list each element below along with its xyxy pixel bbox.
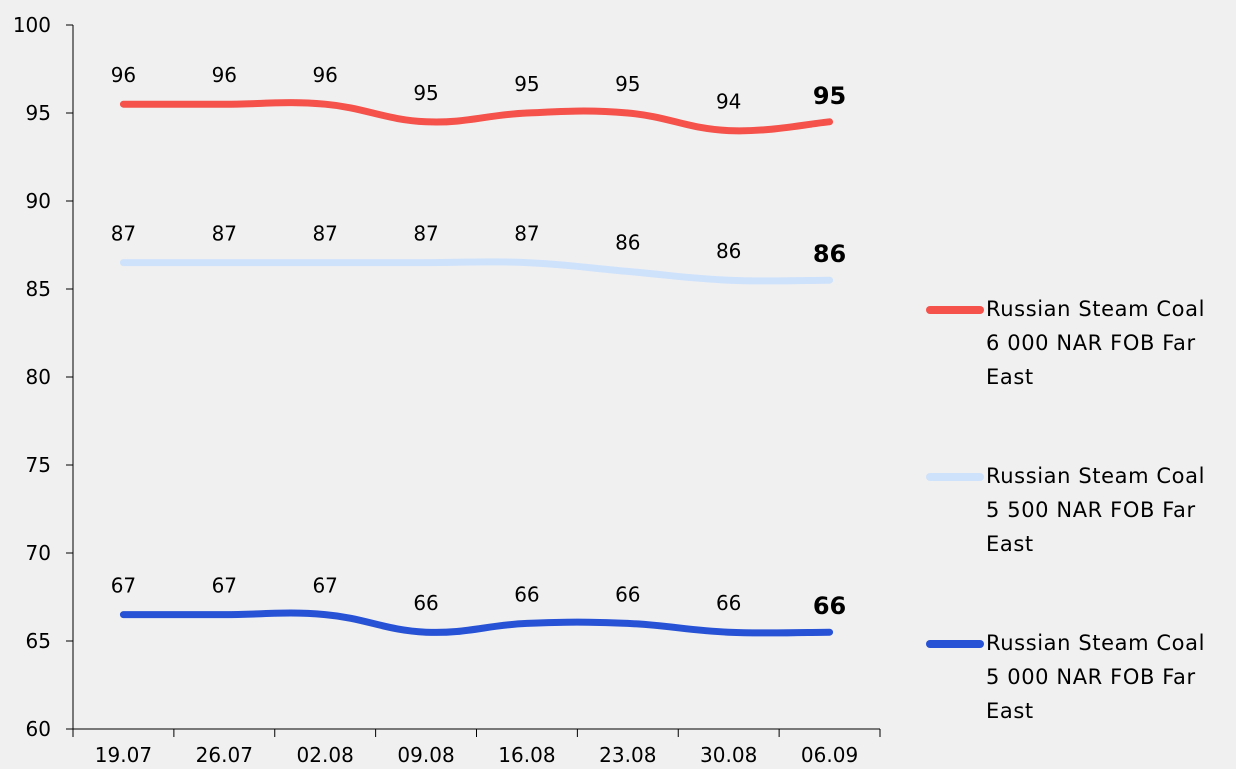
x-tick-label: 23.08 [599,743,656,767]
y-tick-label: 85 [26,277,51,301]
data-label: 95 [813,82,846,110]
chart-data-labels: 96 96 96 95 95 95 94 95 87 87 87 87 87 86 86 86 67 67 67 66… [111,63,847,620]
y-tick-label: 65 [26,629,51,653]
data-label: 87 [312,222,337,246]
data-label: 66 [615,582,640,606]
x-tick-label: 09.08 [397,743,454,767]
x-tick-label: 26.07 [196,743,253,767]
y-tick-label: 70 [26,541,51,565]
x-tick-label: 16.08 [498,743,555,767]
y-tick-label: 60 [26,717,51,741]
data-label: 86 [716,239,741,263]
y-tick-label: 75 [26,453,51,477]
data-label: 67 [212,574,237,598]
x-tick-label: 02.08 [297,743,354,767]
x-tick-label: 30.08 [700,743,757,767]
data-label: 87 [212,222,237,246]
data-label: 96 [212,63,237,87]
data-label: 87 [413,222,438,246]
series-line-1 [119,258,834,285]
data-label: 95 [514,72,539,96]
data-label: 96 [111,63,136,87]
chart-series [119,99,834,637]
legend-swatch [926,473,984,481]
data-label: 66 [514,582,539,606]
chart-axes: 60 65 70 75 80 85 90 95 100 19.07 26.07 02.08 09.08 1… [13,13,881,767]
data-label: 86 [615,230,640,254]
data-label: 94 [716,90,741,114]
data-label: 66 [413,591,438,615]
data-label: 67 [312,574,337,598]
data-label: 87 [111,222,136,246]
legend-label: Russian Steam Coal 5 500 NAR FOB Far Eas… [986,464,1206,556]
legend-swatch [926,306,984,314]
series-line-2 [119,609,834,637]
series-line-0 [119,99,834,135]
y-tick-label: 100 [13,13,51,37]
data-label: 66 [716,591,741,615]
data-label: 86 [813,240,846,268]
data-label: 67 [111,574,136,598]
data-label: 95 [615,72,640,96]
legend-label: Russian Steam Coal 6 000 NAR FOB Far Eas… [986,297,1206,389]
data-label: 87 [514,222,539,246]
y-tick-label: 90 [26,189,51,213]
data-label: 96 [312,63,337,87]
data-label: 95 [413,81,438,105]
y-tick-label: 80 [26,365,51,389]
x-tick-label: 06.09 [801,743,858,767]
x-tick-label: 19.07 [95,743,152,767]
y-tick-label: 95 [26,101,51,125]
legend-label: Russian Steam Coal 5 000 NAR FOB Far Eas… [986,631,1206,723]
legend-swatch [926,640,984,648]
data-label: 66 [813,592,846,620]
